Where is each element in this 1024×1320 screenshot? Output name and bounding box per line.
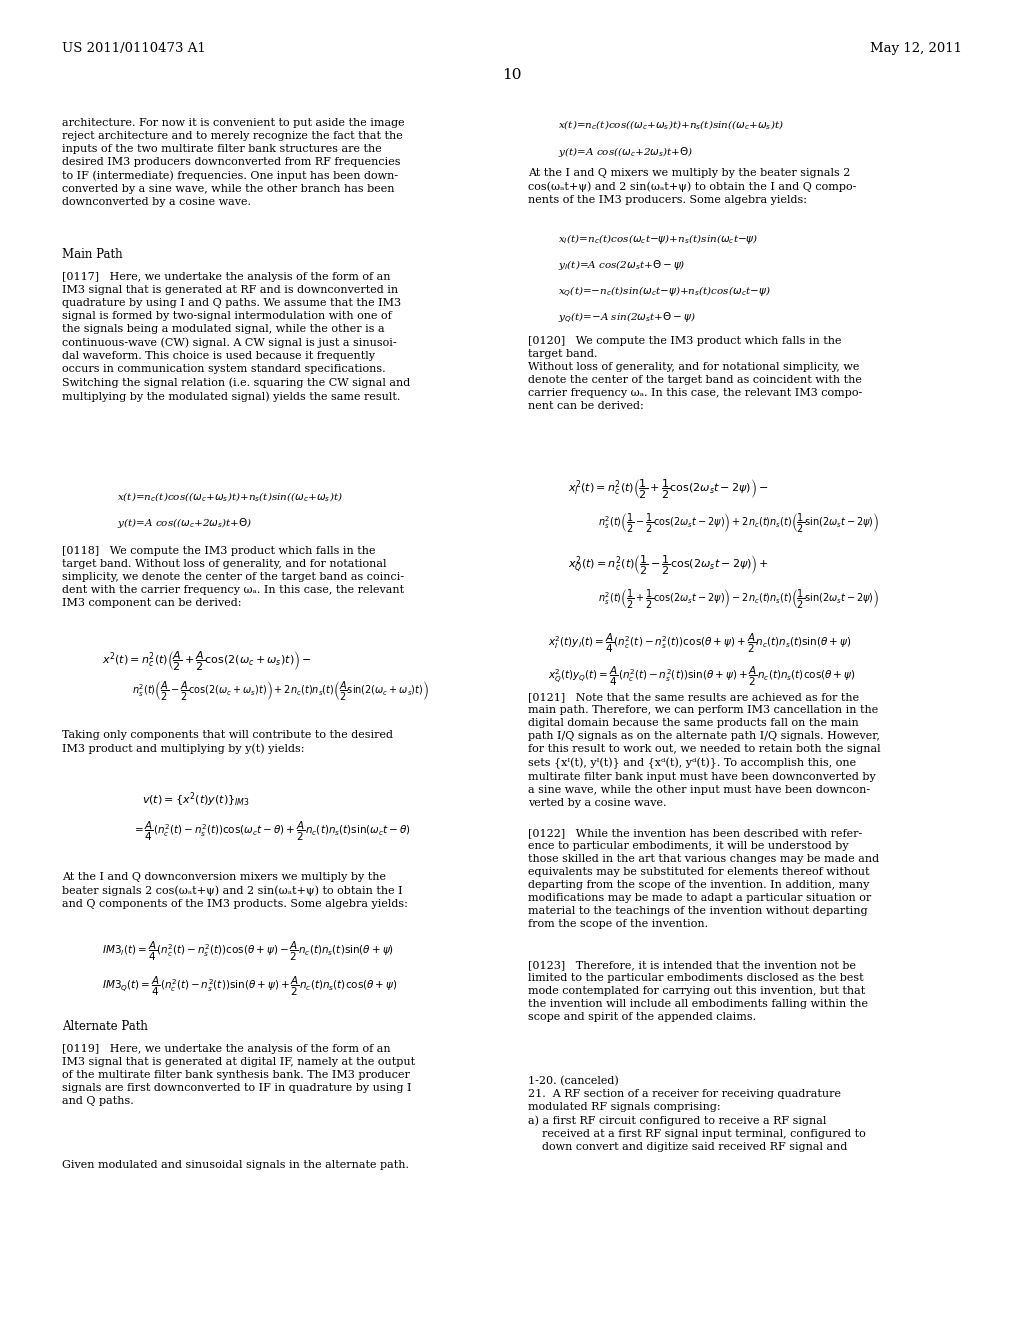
Text: [0123]   Therefore, it is intended that the invention not be
limited to the part: [0123] Therefore, it is intended that th… — [528, 960, 868, 1022]
Text: $x_Q^2(t)y_Q(t) = \dfrac{A}{4}(n_c^2(t)-n_s^2(t))\sin(\theta+\psi) + \dfrac{A}{2: $x_Q^2(t)y_Q(t) = \dfrac{A}{4}(n_c^2(t)-… — [548, 665, 856, 688]
Text: At the I and Q mixers we multiply by the beater signals 2
cos(ωₐt+ψ) and 2 sin(ω: At the I and Q mixers we multiply by the… — [528, 168, 856, 205]
Text: x(t)=n$_c$(t)cos(($\omega_c$+$\omega_s$)t)+n$_s$(t)sin(($\omega_c$+$\omega_s$)t): x(t)=n$_c$(t)cos(($\omega_c$+$\omega_s$)… — [558, 117, 783, 132]
Text: US 2011/0110473 A1: US 2011/0110473 A1 — [62, 42, 206, 55]
Text: [0117]   Here, we undertake the analysis of the form of an
IM3 signal that is ge: [0117] Here, we undertake the analysis o… — [62, 272, 411, 401]
Text: [0119]   Here, we undertake the analysis of the form of an
IM3 signal that is ge: [0119] Here, we undertake the analysis o… — [62, 1044, 415, 1106]
Text: At the I and Q downconversion mixers we multiply by the
beater signals 2 cos(ωₐt: At the I and Q downconversion mixers we … — [62, 873, 408, 909]
Text: $v(t) = \{x^2(t)y(t)\}_{IM3}$: $v(t) = \{x^2(t)y(t)\}_{IM3}$ — [142, 789, 250, 809]
Text: Main Path: Main Path — [62, 248, 123, 261]
Text: [0120]   We compute the IM3 product which falls in the
target band.
Without loss: [0120] We compute the IM3 product which … — [528, 337, 862, 412]
Text: [0122]   While the invention has been described with refer-
ence to particular e: [0122] While the invention has been desc… — [528, 828, 880, 929]
Text: $IM3_I(t) = \dfrac{A}{4}(n_c^2(t)-n_s^2(t))\cos(\theta+\psi) - \dfrac{A}{2}n_c(t: $IM3_I(t) = \dfrac{A}{4}(n_c^2(t)-n_s^2(… — [102, 940, 394, 964]
Text: x(t)=n$_c$(t)cos(($\omega_c$+$\omega_s$)t)+n$_s$(t)sin(($\omega_c$+$\omega_s$)t): x(t)=n$_c$(t)cos(($\omega_c$+$\omega_s$)… — [117, 490, 343, 504]
Text: $n_s^2(t)\left(\dfrac{1}{2} + \dfrac{1}{2}\cos(2\omega_s t - 2\psi)\right) - 2n_: $n_s^2(t)\left(\dfrac{1}{2} + \dfrac{1}{… — [598, 587, 880, 611]
Text: y$_Q$(t)=$-$A sin(2$\omega_s$t+$\Theta-\psi$): y$_Q$(t)=$-$A sin(2$\omega_s$t+$\Theta-\… — [558, 312, 695, 326]
Text: Alternate Path: Alternate Path — [62, 1020, 147, 1034]
Text: [0121]   Note that the same results are achieved as for the
main path. Therefore: [0121] Note that the same results are ac… — [528, 692, 881, 808]
Text: $n_s^2(t)\left(\dfrac{1}{2} - \dfrac{1}{2}\cos(2\omega_s t - 2\psi)\right) + 2n_: $n_s^2(t)\left(\dfrac{1}{2} - \dfrac{1}{… — [598, 512, 880, 535]
Text: [0118]   We compute the IM3 product which falls in the
target band. Without loss: [0118] We compute the IM3 product which … — [62, 546, 404, 609]
Text: $IM3_Q(t) = \dfrac{A}{4}(n_c^2(t)-n_s^2(t))\sin(\theta+\psi) + \dfrac{A}{2}n_c(t: $IM3_Q(t) = \dfrac{A}{4}(n_c^2(t)-n_s^2(… — [102, 975, 397, 998]
Text: 10: 10 — [502, 69, 522, 82]
Text: 1-20. (canceled)
21.  A RF section of a receiver for receiving quadrature
modula: 1-20. (canceled) 21. A RF section of a r… — [528, 1076, 865, 1152]
Text: Taking only components that will contribute to the desired
IM3 product and multi: Taking only components that will contrib… — [62, 730, 393, 754]
Text: $x_I^2(t) = n_c^2(t)\left(\dfrac{1}{2} + \dfrac{1}{2}\cos(2\omega_s t - 2\psi)\r: $x_I^2(t) = n_c^2(t)\left(\dfrac{1}{2} +… — [568, 478, 768, 502]
Text: $n_s^2(t)\left(\dfrac{A}{2} - \dfrac{A}{2}\cos(2(\omega_c + \omega_s)t)\right) +: $n_s^2(t)\left(\dfrac{A}{2} - \dfrac{A}{… — [132, 680, 429, 704]
Text: y$_I$(t)=A cos(2$\omega_s$t+$\Theta-\psi$): y$_I$(t)=A cos(2$\omega_s$t+$\Theta-\psi… — [558, 257, 685, 272]
Text: $x_Q^2(t) = n_c^2(t)\left(\dfrac{1}{2} - \dfrac{1}{2}\cos(2\omega_s t - 2\psi)\r: $x_Q^2(t) = n_c^2(t)\left(\dfrac{1}{2} -… — [568, 554, 769, 577]
Text: architecture. For now it is convenient to put aside the image
reject architectur: architecture. For now it is convenient t… — [62, 117, 404, 207]
Text: y(t)=A cos(($\omega_c$+2$\omega_s$)t+$\Theta$): y(t)=A cos(($\omega_c$+2$\omega_s$)t+$\T… — [558, 145, 693, 158]
Text: y(t)=A cos(($\omega_c$+2$\omega_s$)t+$\Theta$): y(t)=A cos(($\omega_c$+2$\omega_s$)t+$\T… — [117, 516, 252, 531]
Text: x$_Q$(t)=$-$n$_c$(t)sin($\omega_c$t$-\psi$)+n$_s$(t)cos($\omega_c$t$-\psi$): x$_Q$(t)=$-$n$_c$(t)sin($\omega_c$t$-\ps… — [558, 285, 771, 300]
Text: $= \dfrac{A}{4}(n_c^2(t) - n_s^2(t))\cos(\omega_c t - \theta) + \dfrac{A}{2}n_c(: $= \dfrac{A}{4}(n_c^2(t) - n_s^2(t))\cos… — [132, 820, 411, 843]
Text: Given modulated and sinusoidal signals in the alternate path.: Given modulated and sinusoidal signals i… — [62, 1160, 409, 1170]
Text: May 12, 2011: May 12, 2011 — [870, 42, 962, 55]
Text: $x^2(t) = n_c^2(t)\left(\dfrac{A}{2} + \dfrac{A}{2}\cos(2(\omega_c + \omega_s)t): $x^2(t) = n_c^2(t)\left(\dfrac{A}{2} + \… — [102, 649, 311, 673]
Text: x$_I$(t)=n$_c$(t)cos($\omega_c$t$-\psi$)+n$_s$(t)sin($\omega_c$t$-\psi$): x$_I$(t)=n$_c$(t)cos($\omega_c$t$-\psi$)… — [558, 232, 759, 246]
Text: $x_I^2(t)y_I(t) = \dfrac{A}{4}(n_c^2(t)-n_s^2(t))\cos(\theta+\psi) + \dfrac{A}{2: $x_I^2(t)y_I(t) = \dfrac{A}{4}(n_c^2(t)-… — [548, 632, 851, 655]
